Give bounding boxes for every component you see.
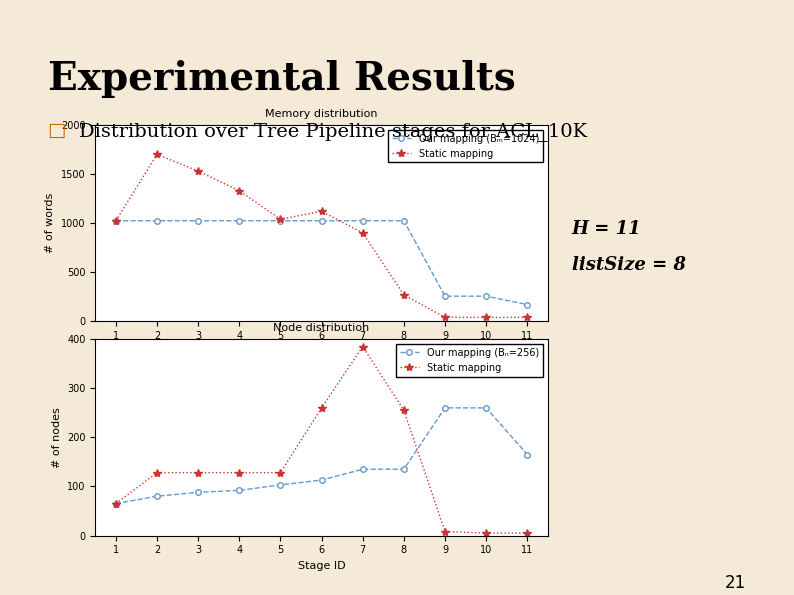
Legend: Our mapping (Bₙ=256), Static mapping: Our mapping (Bₙ=256), Static mapping	[395, 344, 543, 377]
Text: 21: 21	[725, 574, 746, 592]
Title: Memory distribution: Memory distribution	[265, 109, 378, 118]
Text: Experimental Results: Experimental Results	[48, 60, 515, 98]
Y-axis label: # of words: # of words	[45, 193, 56, 253]
Title: Node distribution: Node distribution	[273, 323, 370, 333]
X-axis label: Stage ID: Stage ID	[298, 346, 345, 356]
Y-axis label: # of nodes: # of nodes	[52, 407, 61, 468]
Text: H = 11: H = 11	[572, 220, 642, 238]
Text: □: □	[48, 122, 66, 140]
Text: Distribution over Tree Pipeline stages for ACL_10K: Distribution over Tree Pipeline stages f…	[79, 122, 588, 141]
Text: listSize = 8: listSize = 8	[572, 256, 686, 274]
X-axis label: Stage ID: Stage ID	[298, 560, 345, 571]
Legend: Our mapping (Bₘ=1024), Static mapping: Our mapping (Bₘ=1024), Static mapping	[387, 130, 543, 162]
